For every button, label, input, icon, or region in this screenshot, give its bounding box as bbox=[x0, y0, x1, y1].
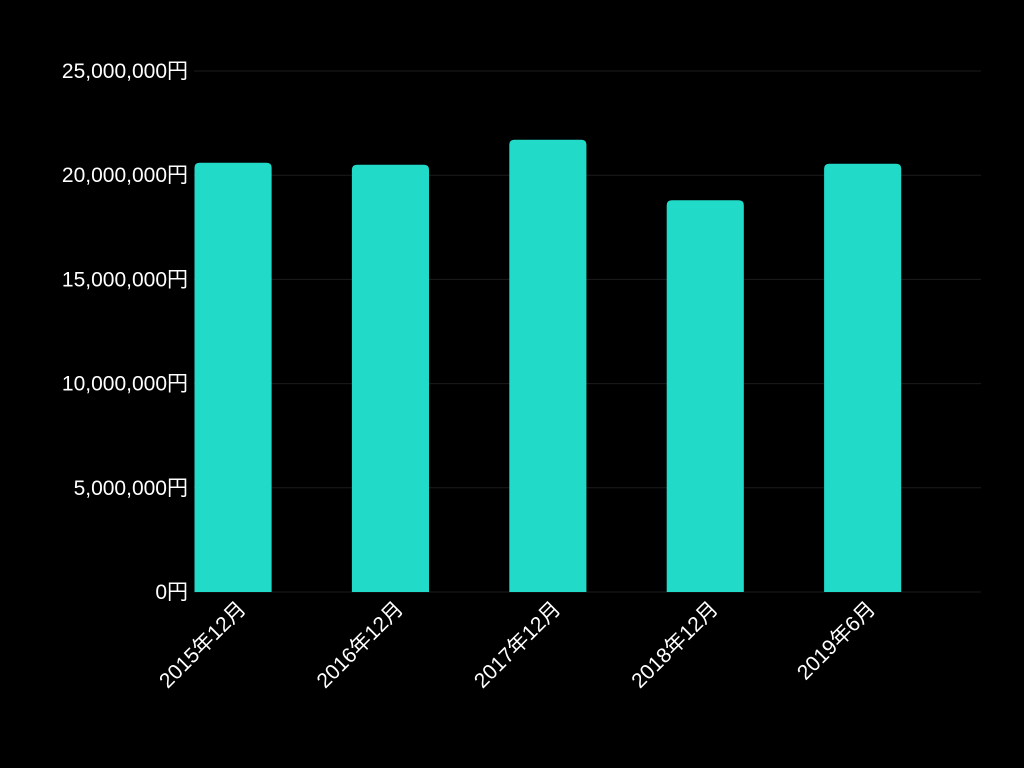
x-category-label: 2017年12月 bbox=[470, 597, 566, 693]
x-category-label: 2019年6月 bbox=[793, 597, 880, 684]
y-tick-label: 5,000,000円 bbox=[74, 477, 188, 500]
y-tick-label: 10,000,000円 bbox=[62, 373, 188, 396]
x-category-label: 2018年12月 bbox=[627, 597, 723, 693]
x-category-label: 2015年12月 bbox=[155, 597, 251, 693]
y-tick-label: 25,000,000円 bbox=[62, 60, 188, 83]
bar bbox=[194, 162, 272, 593]
bar bbox=[351, 164, 430, 592]
y-tick-label: 0円 bbox=[155, 581, 188, 604]
bar bbox=[509, 139, 587, 592]
x-category-label: 2016年12月 bbox=[312, 597, 408, 693]
x-axis-category-labels: 2015年12月 2016年12月 2017年12月 2018年12月 2019年6月 bbox=[155, 597, 880, 693]
bar bbox=[666, 200, 744, 592]
y-tick-label: 20,000,000円 bbox=[62, 164, 188, 187]
y-tick-label: 15,000,000円 bbox=[62, 268, 188, 291]
y-axis-tick-labels: 0円 5,000,000円 10,000,000円 15,000,000円 20,000… bbox=[62, 60, 188, 604]
bars bbox=[194, 139, 902, 593]
bar bbox=[824, 163, 902, 592]
